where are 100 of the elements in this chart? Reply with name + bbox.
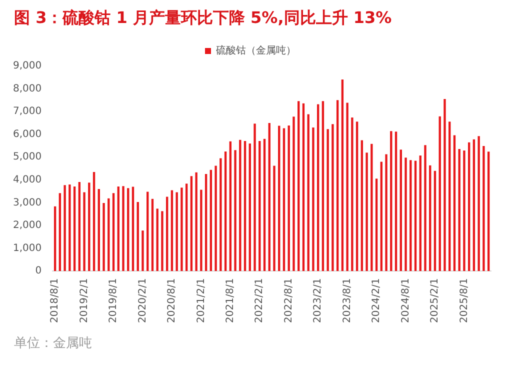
x-tick-label: 2020/8/1 bbox=[166, 278, 178, 324]
bar bbox=[195, 172, 198, 272]
x-tick-label: 2019/8/1 bbox=[108, 278, 120, 324]
bar bbox=[112, 193, 115, 272]
bar bbox=[92, 172, 96, 272]
bar bbox=[273, 166, 276, 272]
bar bbox=[170, 190, 174, 272]
bar bbox=[424, 145, 426, 272]
bar bbox=[414, 160, 417, 272]
bar bbox=[136, 202, 139, 272]
bar bbox=[122, 186, 124, 272]
x-tick-label: 2023/8/1 bbox=[342, 278, 353, 324]
x-tick-label: 2019/2/1 bbox=[78, 278, 90, 324]
bar bbox=[336, 100, 339, 272]
bar bbox=[234, 150, 236, 272]
bar bbox=[108, 198, 110, 272]
x-tick-label: 2025/2/1 bbox=[430, 278, 441, 324]
bar bbox=[220, 158, 222, 272]
bar bbox=[482, 146, 485, 272]
bar bbox=[346, 102, 348, 272]
bar bbox=[142, 230, 144, 272]
bar bbox=[156, 208, 158, 272]
bar bbox=[326, 129, 329, 272]
bar bbox=[254, 124, 256, 272]
bar bbox=[400, 150, 402, 272]
bar bbox=[244, 140, 246, 272]
chart-title: 图 3：硫酸钴 1 月产量环比下降 5%,同比上升 13% bbox=[14, 8, 392, 29]
bar bbox=[448, 122, 451, 272]
bar bbox=[453, 135, 456, 272]
x-tick-label: 2025/8/1 bbox=[458, 278, 470, 324]
bar bbox=[375, 178, 378, 272]
bar bbox=[239, 140, 242, 272]
bar bbox=[83, 192, 86, 272]
bar bbox=[73, 186, 76, 272]
bar bbox=[210, 170, 212, 272]
bar bbox=[278, 126, 280, 272]
bar bbox=[176, 192, 178, 272]
bar bbox=[341, 79, 344, 272]
bar bbox=[180, 188, 183, 272]
x-tick-label: 2018/8/1 bbox=[50, 278, 61, 324]
bar bbox=[298, 101, 300, 272]
bar bbox=[468, 142, 470, 272]
legend-label: 硫酸钴（金属吨） bbox=[216, 44, 296, 57]
bar bbox=[229, 141, 232, 272]
x-tick-label: 2021/2/1 bbox=[196, 278, 207, 324]
bar bbox=[102, 202, 105, 272]
bar bbox=[429, 165, 432, 272]
bar bbox=[151, 198, 154, 272]
text: 单位：金属吨 bbox=[14, 335, 92, 352]
bar bbox=[146, 192, 149, 272]
y-tick-label: 5,000 bbox=[12, 152, 42, 163]
y-tick-label: 1,000 bbox=[12, 242, 42, 254]
bar bbox=[88, 182, 90, 272]
x-tick-label: 2024/2/1 bbox=[371, 278, 382, 324]
bar bbox=[463, 150, 466, 272]
bar bbox=[351, 118, 354, 272]
y-tick-label: 3,000 bbox=[12, 197, 42, 208]
bar bbox=[356, 122, 358, 272]
x-tick-label: 2021/8/1 bbox=[225, 278, 236, 324]
bar bbox=[410, 160, 412, 272]
bar bbox=[394, 132, 398, 272]
y-tick-label: 6,000 bbox=[12, 128, 42, 140]
bar bbox=[444, 99, 446, 272]
bar bbox=[268, 122, 270, 272]
bar bbox=[200, 190, 202, 272]
bar bbox=[312, 128, 314, 272]
x-tick-label: 2022/8/1 bbox=[283, 278, 294, 324]
bar bbox=[288, 125, 290, 272]
bar bbox=[98, 189, 100, 272]
y-tick-label: 0 bbox=[35, 266, 42, 277]
bar bbox=[385, 154, 388, 272]
bar bbox=[438, 116, 441, 272]
bar bbox=[478, 136, 480, 272]
x-tick-label: 2024/8/1 bbox=[400, 278, 412, 324]
bar bbox=[487, 152, 490, 272]
bar bbox=[322, 101, 324, 272]
x-tick-label: 2022/2/1 bbox=[254, 278, 266, 324]
bar bbox=[366, 152, 368, 272]
bar bbox=[68, 184, 71, 272]
y-tick-label: 4,000 bbox=[12, 174, 42, 186]
bar bbox=[458, 148, 460, 272]
bar bbox=[214, 166, 217, 272]
bar bbox=[117, 186, 120, 272]
bar bbox=[302, 103, 305, 272]
bar bbox=[204, 174, 208, 272]
bar bbox=[282, 128, 286, 272]
bar bbox=[64, 185, 66, 272]
bar bbox=[332, 124, 334, 272]
bar bbox=[390, 131, 392, 272]
bar bbox=[263, 138, 266, 272]
bar bbox=[434, 170, 436, 272]
x-tick-label: 2020/2/1 bbox=[137, 278, 148, 324]
y-tick-label: 9,000 bbox=[12, 60, 42, 72]
bar bbox=[127, 188, 130, 272]
bar bbox=[78, 182, 81, 272]
bar bbox=[161, 211, 164, 272]
bar bbox=[370, 144, 373, 272]
y-tick-label: 7,000 bbox=[12, 106, 42, 118]
y-tick-label: 8,000 bbox=[12, 83, 42, 94]
bar bbox=[419, 156, 422, 272]
